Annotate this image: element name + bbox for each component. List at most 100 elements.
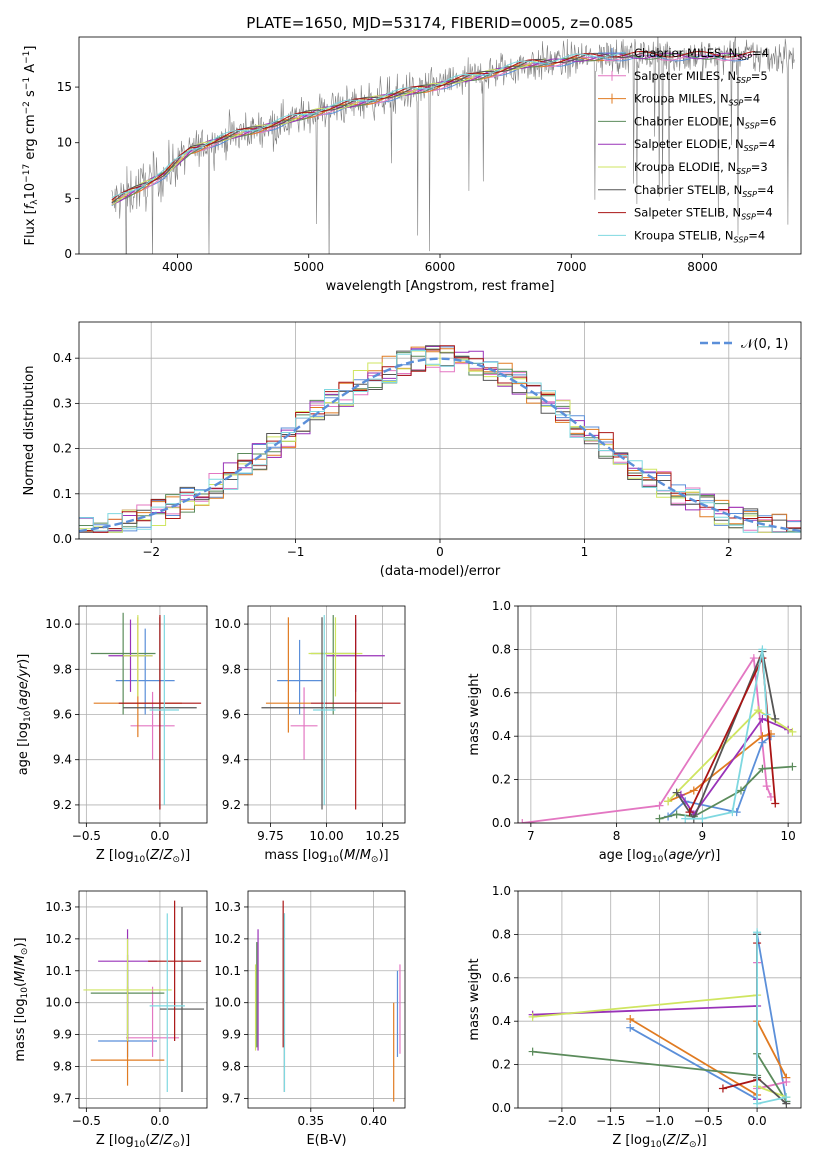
axes-frame (247, 890, 406, 1109)
y-tick-label: 5 (64, 191, 72, 205)
x-axis-label: Z [log10(Z/Z⊙)] (96, 1133, 190, 1150)
y-tick-label: 9.6 (222, 708, 241, 722)
point-kroupa-stelib (149, 913, 185, 1093)
series-salpeter-elodie (680, 717, 789, 816)
axes-frame (517, 605, 802, 824)
axes-massweight_vs_age: 7 8 9 10 0.0 0.2 0.4 0.6 0.8 1.0 age [log10(age/yr… (467, 599, 802, 865)
y-axis-label: Normed distribution (22, 366, 37, 496)
x-tick-label: 8 (613, 829, 621, 843)
y-tick-label: 0.8 (492, 642, 511, 656)
point-chabrier-elodie (310, 615, 356, 715)
marker (758, 732, 767, 741)
y-tick-label: 10.2 (45, 932, 72, 946)
marker (762, 710, 771, 719)
x-tick-label: −0.5 (694, 1114, 723, 1128)
marker (528, 1012, 537, 1021)
plot-area-spectrum (111, 37, 795, 254)
x-tick-label: 9 (699, 829, 707, 843)
y-tick-label: 9.8 (53, 662, 72, 676)
legend-entry: 𝒩(0, 1) (741, 337, 788, 352)
marker (762, 782, 771, 791)
y-axis-label: Flux [fλ10−17 erg cm−2 s−1 A−1] (22, 46, 40, 246)
legend-entry: Kroupa MILES, NSSP=4 (634, 92, 760, 108)
plot-area-age_vs_Z (90, 612, 202, 810)
marker (728, 808, 737, 817)
x-tick-label: 0.35 (297, 1114, 324, 1128)
marker (626, 1023, 635, 1032)
y-tick-label: 9.8 (53, 1060, 72, 1074)
point-salpeter-miles (126, 986, 180, 1057)
x-axis-label: mass [log10(M/M⊙)] (264, 848, 388, 865)
point-chabrier-miles (115, 628, 175, 715)
marker (655, 814, 664, 823)
model-line-salpeter-miles (111, 54, 756, 204)
y-tick-label: 10.3 (214, 900, 241, 914)
y-tick-label: 0.8 (492, 927, 511, 941)
point-kroupa-stelib (149, 615, 180, 805)
y-tick-label: 0.6 (492, 686, 511, 700)
axes-age_vs_Z: −0.5 0.0 9.2 9.4 9.6 9.8 10.0 Z [log10(Z/Z⊙)] ag… (16, 605, 208, 865)
marker (689, 786, 698, 795)
y-tick-label: 10 (57, 136, 72, 150)
y-tick-label: 10.2 (214, 932, 241, 946)
x-tick-label: 0.40 (360, 1114, 387, 1128)
y-tick-label: 0.0 (492, 1101, 511, 1115)
marker (788, 727, 797, 736)
histogram-kroupa-stelib (79, 350, 801, 539)
x-tick-label: −2 (142, 545, 160, 559)
x-tick-label: −1 (287, 545, 305, 559)
point-kroupa-elodie (83, 938, 172, 1041)
legend-entry: Salpeter MILES, NSSP=5 (634, 69, 768, 85)
x-axis-label: Z [log10(Z/Z⊙)] (612, 1133, 706, 1150)
legend-entry: Salpeter STELIB, NSSP=4 (634, 206, 773, 222)
marker (685, 808, 694, 817)
y-tick-label: 10.0 (214, 617, 241, 631)
x-axis-label: E(B-V) (306, 1133, 346, 1148)
marker (782, 1093, 791, 1102)
point-salpeter-stelib (148, 900, 202, 1041)
y-tick-label: 9.6 (53, 708, 72, 722)
x-tick-label: −1.5 (596, 1114, 625, 1128)
y-tick-label: 0 (64, 247, 72, 261)
axes-massweight_vs_Z: −2.0 −1.5 −1.0 −0.5 0.0 0.0 0.2 0.4 0.6 0.8 1.0 Z [… (467, 884, 802, 1150)
y-tick-label: 10.0 (214, 996, 241, 1010)
y-tick-label: 0.4 (492, 1014, 511, 1028)
x-axis-label: wavelength [Angstrom, rest frame] (326, 279, 555, 294)
series-chabrier-elodie (659, 765, 793, 820)
plot-area-mass_vs_Z (83, 900, 205, 1093)
point-salpeter-stelib (310, 615, 401, 810)
y-tick-label: 9.7 (222, 1091, 241, 1105)
x-axis-label: Z [log10(Z/Z⊙)] (96, 848, 190, 865)
marker (664, 797, 673, 806)
marker (749, 654, 758, 663)
point-kroupa-miles (265, 617, 311, 733)
x-tick-label: 0.0 (748, 1114, 767, 1128)
y-tick-label: 0.3 (53, 396, 72, 410)
marker (698, 814, 707, 823)
x-tick-label: 6000 (425, 260, 456, 274)
marker (528, 1047, 537, 1056)
y-tick-label: 0.1 (53, 487, 72, 501)
plot-area-age_vs_mass (261, 615, 401, 810)
axes-residual: −2 −1 0 1 2 0.0 0.1 0.2 0.3 0.4 (data-model)/error… (22, 321, 802, 579)
x-tick-label: 10 (780, 829, 795, 843)
figure-title: PLATE=1650, MJD=53174, FIBERID=0005, z=0… (246, 14, 633, 32)
legend-entry: Chabrier STELIB, NSSP=4 (634, 183, 774, 199)
y-tick-label: 0.0 (53, 532, 72, 546)
axes-mass_vs_EBV: 0.35 0.40 9.7 9.8 9.9 10.0 10.1 10.2 10.3 E(B-V) (214, 890, 406, 1148)
x-tick-label: 8000 (687, 260, 718, 274)
x-tick-label: 9.75 (257, 829, 284, 843)
x-axis-label: age [log10(age/yr)] (599, 848, 721, 865)
point-chabrier-miles (277, 639, 323, 715)
spectrum-legend: Chabrier MILES, NSSP=4 Salpeter MILES, NS… (598, 46, 776, 244)
x-tick-label: 2 (725, 545, 733, 559)
marker (782, 1077, 791, 1086)
legend-entry: Chabrier ELODIE, NSSP=6 (634, 114, 776, 130)
x-axis-label: (data-model)/error (380, 564, 501, 579)
plot-area-residual (79, 345, 801, 539)
y-tick-label: 0.6 (492, 971, 511, 985)
legend-entry: Kroupa ELODIE, NSSP=3 (634, 160, 768, 176)
marker (771, 799, 780, 808)
x-tick-label: 7 (527, 829, 535, 843)
